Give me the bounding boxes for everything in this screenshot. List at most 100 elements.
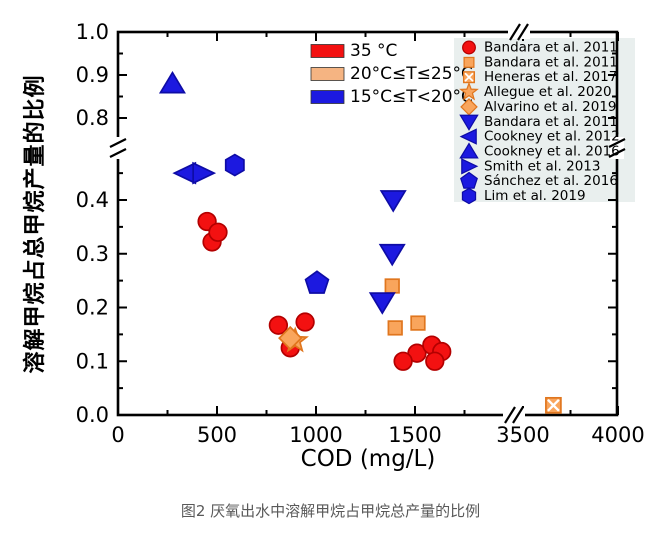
study-legend-label: Cookney et al. 2016	[484, 143, 620, 159]
y-tick-label: 0.3	[76, 242, 109, 266]
legend-marker-square-x	[462, 71, 476, 84]
scatter-plot: 0 500 1000 1500 3500 4000 0.0 0.1 0.2 0.3 0.4 0.8 0.…	[76, 20, 645, 447]
data-point-triangle-down	[368, 292, 396, 315]
legend-marker-shape	[463, 56, 475, 68]
legend-marker-triangle-down	[459, 114, 479, 131]
data-point-diamond	[278, 325, 303, 351]
axis-break-slash	[109, 138, 127, 148]
y-tick-label: 0.1	[76, 349, 109, 373]
data-point-circle	[208, 222, 228, 242]
legend-marker-triangle-left	[459, 128, 477, 145]
data-point-square	[410, 315, 426, 331]
legend-marker-shape	[461, 158, 479, 175]
axis-break-slash	[509, 23, 521, 41]
x-tick-label: 0	[111, 423, 124, 447]
data-point-shape	[295, 312, 315, 332]
temp-legend-label: 35 °C	[350, 41, 397, 61]
study-legend-label: Cookney et al. 2012	[484, 129, 620, 145]
study-legend-label: Alvarino et al. 2019	[484, 99, 617, 115]
figure-caption: 图2 厌氧出水中溶解甲烷占甲烷总产量的比例	[180, 502, 481, 520]
data-point-shape	[410, 315, 426, 331]
study-legend-label: Bandara et al. 2011	[484, 54, 618, 70]
x-axis-title: COD (mg/L)	[300, 446, 436, 472]
data-point-shape	[304, 270, 330, 294]
data-point-shape	[172, 161, 197, 185]
data-point-triangle-right	[192, 161, 217, 185]
legend-marker-square	[463, 56, 475, 68]
data-point-shape	[208, 222, 228, 242]
y-tick-label: 0.9	[76, 63, 109, 87]
data-point-circle	[393, 351, 413, 371]
data-point-shape	[425, 351, 445, 371]
data-point-shape	[379, 190, 407, 213]
legend-marker-shape	[459, 114, 479, 131]
temp-legend-label: 20°C≤T≤25°C	[350, 64, 473, 84]
axis-break-slash	[608, 148, 626, 158]
x-tick-label: 500	[197, 423, 237, 447]
data-point-triangle-left	[172, 161, 197, 185]
data-point-shape	[278, 325, 303, 351]
legend-marker-triangle-right	[461, 158, 479, 175]
legend-marker-shape	[459, 81, 479, 101]
axis-break-slash	[512, 406, 524, 424]
y-tick-label: 0.4	[76, 188, 109, 212]
x-tick-label: 3500	[496, 423, 549, 447]
x-tick-label: 4000	[591, 423, 644, 447]
study-legend-label: Bandara et al. 2011	[484, 40, 618, 56]
data-point-circle	[268, 315, 289, 335]
study-legend-box	[454, 38, 635, 202]
temp-legend-swatch	[310, 90, 345, 104]
axis-break-slash	[517, 23, 529, 41]
data-point-shape	[224, 153, 245, 177]
study-legend-label: Bandara et al. 2011	[484, 114, 618, 130]
data-point-shape	[393, 351, 413, 371]
plot-frame	[116, 30, 619, 417]
axis-break-slash	[504, 406, 516, 424]
axis-break-slash	[109, 148, 127, 158]
y-tick-label: 0.2	[76, 296, 109, 320]
data-point-hexagon	[224, 153, 245, 177]
y-axis-title: 溶解甲烷占总甲烷产量的比例	[23, 74, 48, 374]
study-legend-label: Lim et al. 2019	[484, 188, 586, 204]
study-legend-label: Smith et al. 2013	[484, 158, 600, 174]
y-tick-label: 0.0	[76, 403, 109, 427]
data-point-pentagon	[304, 270, 330, 294]
data-point-shape	[192, 161, 217, 185]
temp-legend-swatch	[310, 44, 345, 58]
study-legend-label: Allegue et al. 2020	[484, 84, 612, 100]
legend-marker-star	[459, 81, 479, 101]
legend-marker-cross	[464, 72, 474, 82]
x-tick-label: 1500	[388, 423, 441, 447]
data-point-shape	[158, 70, 186, 94]
temp-legend-label: 15°C≤T<20°C	[350, 87, 473, 107]
legend-marker-shape	[459, 128, 477, 145]
legend-marker-triangle-up	[459, 142, 479, 159]
y-tick-label: 0.8	[76, 106, 109, 130]
study-legend-label: Sánchez et al. 2016	[484, 173, 618, 189]
axis-break-slash	[608, 138, 626, 148]
data-point-shape	[384, 278, 400, 294]
data-point-circle	[295, 312, 315, 332]
data-point-square-x	[545, 396, 562, 414]
data-point-shape	[368, 292, 396, 315]
axis-break	[610, 137, 624, 159]
legend-marker-shape	[461, 187, 477, 205]
legend-marker-hexagon	[461, 187, 477, 205]
data-point-circle	[425, 351, 445, 371]
data-point-triangle-down	[379, 190, 407, 213]
data-point-shape	[378, 243, 406, 267]
data-point-triangle-up	[158, 70, 186, 94]
y-tick-label: 1.0	[76, 20, 109, 44]
legend-marker-circle	[462, 40, 476, 55]
data-point-cross	[547, 398, 560, 412]
data-point-shape	[387, 320, 403, 336]
study-legend-label: Heneras et al. 2017	[484, 69, 617, 85]
legend-marker-shape	[459, 142, 479, 159]
legend-marker-shape	[462, 40, 476, 55]
axis-break	[111, 137, 125, 159]
data-point-triangle-down	[378, 243, 406, 267]
data-point-square	[387, 320, 403, 336]
temp-legend-swatch	[310, 67, 345, 81]
data-point-square	[384, 278, 400, 294]
